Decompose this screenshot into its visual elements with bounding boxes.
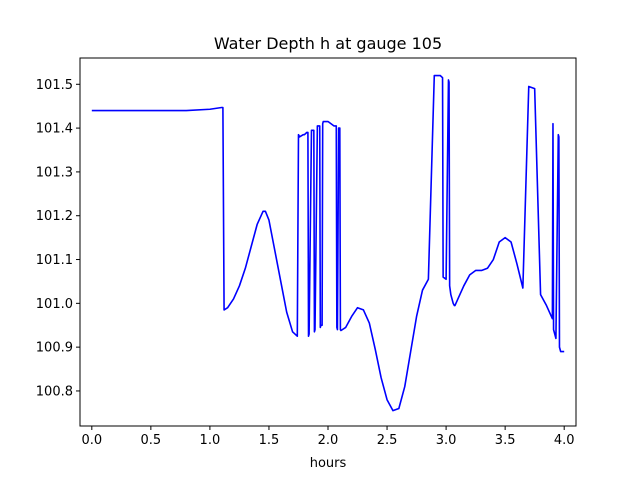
y-tick-label: 101.2 bbox=[36, 209, 73, 224]
series-line-0 bbox=[91, 74, 565, 412]
x-tick-label: 4.0 bbox=[554, 433, 575, 448]
y-tick-label: 101.1 bbox=[36, 253, 73, 268]
x-tick-label: 2.0 bbox=[318, 433, 339, 448]
plot-area: 0.0 0.5 1.0 1.5 2.0 2.5 3.0 3.5 4.0 100.8 100.9 101… bbox=[36, 57, 577, 448]
chart-title: Water Depth h at gauge 105 bbox=[214, 34, 442, 53]
x-tick-label: 0.0 bbox=[81, 433, 102, 448]
y-tick-label: 101.0 bbox=[36, 297, 73, 312]
y-tick-label: 100.8 bbox=[36, 384, 73, 399]
x-tick-label: 0.5 bbox=[141, 433, 162, 448]
y-tick-label: 101.3 bbox=[36, 165, 73, 180]
x-tick-label: 3.5 bbox=[495, 433, 516, 448]
x-axis-label: hours bbox=[310, 456, 347, 471]
y-tick-label: 101.4 bbox=[36, 122, 73, 137]
y-tick-label: 101.5 bbox=[36, 78, 73, 93]
x-tick-label: 2.5 bbox=[377, 433, 398, 448]
x-tick-label: 1.0 bbox=[200, 433, 221, 448]
x-tick-label: 1.5 bbox=[259, 433, 280, 448]
x-tick-label: 3.0 bbox=[436, 433, 457, 448]
y-tick-label: 100.9 bbox=[36, 341, 73, 356]
